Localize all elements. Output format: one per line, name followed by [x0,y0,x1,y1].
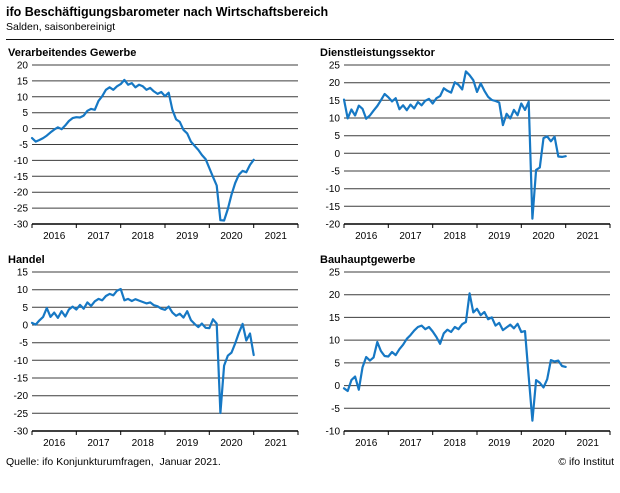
svg-text:0: 0 [334,381,340,392]
svg-text:-10: -10 [326,427,341,438]
svg-text:2021: 2021 [265,438,288,449]
svg-text:-15: -15 [14,374,29,385]
chart-panel-dienstleistungssektor: Dienstleistungssektor -20 -15 -10 -5 0 5 10 15 2… [318,44,614,244]
svg-text:2021: 2021 [577,231,600,242]
line-chart-dienstleistungssektor: -20 -15 -10 -5 0 5 10 15 20 25 2016 2017 2018 2019 202… [326,61,611,242]
report-header: ifo Beschäftigungsbarometer nach Wirtsch… [6,5,614,41]
svg-text:2019: 2019 [488,231,511,242]
svg-text:-20: -20 [14,188,29,199]
svg-text:0: 0 [334,149,340,160]
svg-text:20: 20 [17,61,29,72]
svg-text:-30: -30 [14,220,29,231]
svg-text:20: 20 [329,78,341,89]
svg-text:-15: -15 [326,202,341,213]
svg-text:-20: -20 [14,391,29,402]
chart-title-bauhauptgewerbe: Bauhauptgewerbe [320,254,416,267]
svg-text:2018: 2018 [132,231,155,242]
svg-text:2018: 2018 [132,438,155,449]
chart-panel-handel: Handel -30 -25 -20 -15 -10 -5 0 5 10 15 2016 2017 20… [6,251,302,451]
svg-text:-30: -30 [14,427,29,438]
svg-text:5: 5 [334,131,340,142]
svg-text:-20: -20 [326,220,341,231]
svg-text:2021: 2021 [577,438,600,449]
svg-text:-10: -10 [14,356,29,367]
page-subtitle: Salden, saisonbereinigt [6,20,116,33]
source-note: Quelle: ifo Konjunkturumfragen, Januar 2… [6,456,221,469]
svg-text:2016: 2016 [355,438,378,449]
svg-text:-10: -10 [14,156,29,167]
svg-text:10: 10 [17,93,29,104]
svg-text:-15: -15 [14,172,29,183]
copyright-note: © ifo Institut [558,456,614,469]
line-chart-verarbeitendes-gewerbe: -30 -25 -20 -15 -10 -5 0 5 10 15 20 2016 2017 2018 201… [14,61,299,242]
svg-text:-10: -10 [326,184,341,195]
svg-text:2021: 2021 [265,231,288,242]
chart-title-handel: Handel [8,254,45,267]
chart-panel-bauhauptgewerbe: Bauhauptgewerbe -10 -5 0 5 10 15 20 25 2016 2017 2… [318,251,614,451]
svg-text:15: 15 [17,268,29,279]
svg-text:2016: 2016 [355,231,378,242]
chart-title-verarbeitendes-gewerbe: Verarbeitendes Gewerbe [8,47,137,60]
chart-grid: Verarbeitendes Gewerbe -30 -25 -20 -15 -10 -5… [6,44,614,451]
svg-text:2017: 2017 [87,438,110,449]
svg-text:10: 10 [329,114,341,125]
svg-text:-25: -25 [14,409,29,420]
svg-text:-5: -5 [331,167,340,178]
svg-text:0: 0 [22,124,28,135]
svg-text:25: 25 [329,61,341,72]
svg-text:2019: 2019 [176,438,199,449]
svg-text:5: 5 [334,359,340,370]
chart-panel-verarbeitendes-gewerbe: Verarbeitendes Gewerbe -30 -25 -20 -15 -10 -5… [6,44,302,244]
header-divider [6,39,614,41]
svg-text:-5: -5 [19,338,28,349]
svg-text:2020: 2020 [220,438,243,449]
svg-text:2020: 2020 [532,438,555,449]
report-footer: Quelle: ifo Konjunkturumfragen, Januar 2… [6,456,614,468]
page-title: ifo Beschäftigungsbarometer nach Wirtsch… [6,5,329,19]
svg-text:15: 15 [329,96,341,107]
svg-text:2019: 2019 [176,231,199,242]
chart-title-dienstleistungssektor: Dienstleistungssektor [320,47,435,60]
svg-text:25: 25 [329,268,341,279]
svg-text:2020: 2020 [532,231,555,242]
line-chart-handel: -30 -25 -20 -15 -10 -5 0 5 10 15 2016 2017 2018 2019 2… [14,268,299,449]
svg-text:-5: -5 [331,404,340,415]
svg-text:2018: 2018 [444,438,467,449]
svg-text:10: 10 [17,285,29,296]
svg-text:2017: 2017 [87,231,110,242]
svg-text:2017: 2017 [399,231,422,242]
svg-text:2019: 2019 [488,438,511,449]
svg-text:-5: -5 [19,140,28,151]
svg-text:2016: 2016 [43,231,66,242]
svg-text:2020: 2020 [220,231,243,242]
svg-text:2016: 2016 [43,438,66,449]
svg-text:20: 20 [329,290,341,301]
svg-text:15: 15 [329,313,341,324]
svg-text:-25: -25 [14,204,29,215]
svg-text:5: 5 [22,303,28,314]
svg-text:10: 10 [329,336,341,347]
svg-text:0: 0 [22,321,28,332]
svg-text:2018: 2018 [444,231,467,242]
svg-text:5: 5 [22,108,28,119]
line-chart-bauhauptgewerbe: -10 -5 0 5 10 15 20 25 2016 2017 2018 2019 2020 2021 [326,268,611,449]
svg-text:15: 15 [17,77,29,88]
svg-text:2017: 2017 [399,438,422,449]
